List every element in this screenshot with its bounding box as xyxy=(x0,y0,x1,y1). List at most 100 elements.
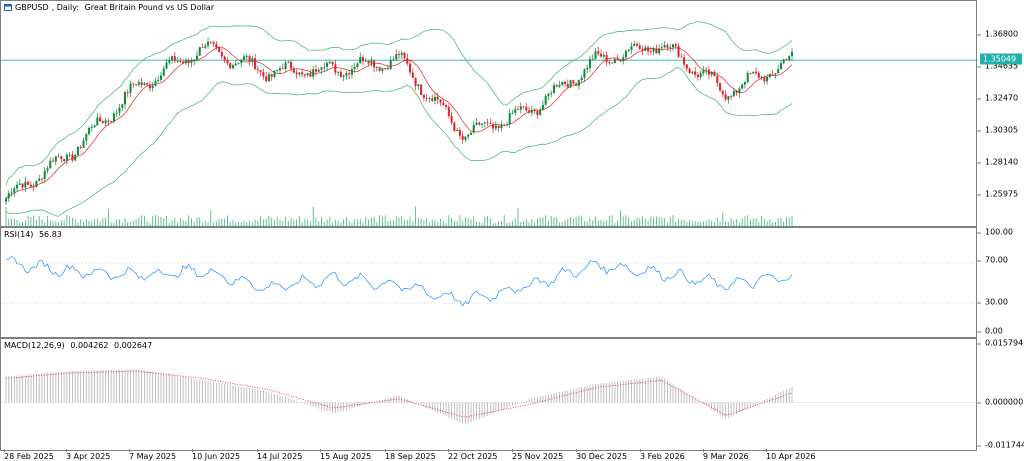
candle-body xyxy=(774,73,777,75)
candle-body xyxy=(245,56,248,57)
macd-name: MACD(12,26,9) xyxy=(4,341,65,350)
candle-body xyxy=(572,80,575,84)
candle-body xyxy=(32,186,35,188)
candle-body xyxy=(622,57,625,62)
candle-body xyxy=(287,61,290,63)
time-axis-label: 25 Nov 2025 xyxy=(512,449,564,461)
candle-body xyxy=(613,58,616,64)
candle-body xyxy=(248,56,251,62)
candle-body xyxy=(536,111,539,115)
candle-body xyxy=(600,53,603,57)
candle-body xyxy=(65,154,68,162)
candle-body xyxy=(741,84,744,89)
time-axis-label: 30 Dec 2025 xyxy=(576,449,628,461)
candle-body xyxy=(7,193,10,199)
candle-body xyxy=(146,83,149,85)
candle-body xyxy=(165,62,168,69)
candle-body xyxy=(362,57,365,62)
candle-body xyxy=(223,56,226,61)
candle-body xyxy=(475,122,478,125)
candle-body xyxy=(552,85,555,94)
candle-body xyxy=(433,96,436,101)
candle-body xyxy=(517,109,520,111)
candle-body xyxy=(110,121,113,123)
candle-body xyxy=(234,63,237,66)
candle-body xyxy=(577,80,580,86)
candle-body xyxy=(489,123,492,125)
candle-body xyxy=(530,110,533,113)
macd-axis-label: -0.011744 xyxy=(976,441,1024,450)
candle-body xyxy=(658,48,661,54)
candle-body xyxy=(345,73,348,76)
candle-body xyxy=(198,47,201,56)
price-chart-pane[interactable]: GBPUSD, Daily: Great Britain Pound vs US… xyxy=(0,0,978,228)
candle-body xyxy=(218,47,221,52)
candle-body xyxy=(528,110,531,113)
candle-body xyxy=(63,159,66,162)
candle-body xyxy=(575,83,578,86)
candle-body xyxy=(259,70,262,73)
candle-body xyxy=(674,44,677,47)
rsi-canvas[interactable] xyxy=(1,228,978,339)
candle-body xyxy=(591,58,594,60)
candle-body xyxy=(71,154,74,161)
candle-body xyxy=(27,181,30,185)
candle-body xyxy=(373,60,376,68)
time-axis-label: 18 Sep 2025 xyxy=(385,449,436,461)
candle-body xyxy=(334,64,337,73)
candle-body xyxy=(112,113,115,122)
rsi-axis-label: 30.00 xyxy=(977,297,1008,307)
candle-body xyxy=(755,71,758,74)
candle-body xyxy=(129,83,132,93)
rsi-indicator-pane[interactable]: RSI(14) 56.83 xyxy=(0,227,978,339)
candle-body xyxy=(732,90,735,97)
candle-body xyxy=(104,120,107,124)
candle-body xyxy=(505,124,508,126)
candle-body xyxy=(201,47,204,49)
candle-body xyxy=(768,73,771,77)
candle-body xyxy=(760,76,763,78)
candle-body xyxy=(511,112,514,114)
candle-body xyxy=(782,59,785,64)
candle-body xyxy=(159,75,162,80)
candle-body xyxy=(126,92,129,93)
candle-body xyxy=(771,73,774,75)
candle-body xyxy=(229,63,232,69)
candle-body xyxy=(215,43,218,48)
rsi-name: RSI(14) xyxy=(4,230,34,239)
candle-body xyxy=(326,62,329,67)
candle-body xyxy=(226,60,229,64)
candle-body xyxy=(525,106,528,111)
candle-body xyxy=(611,62,614,64)
bollinger-lower-band xyxy=(5,67,793,217)
price-axis-label: 1.34635 xyxy=(976,61,1019,71)
candle-body xyxy=(788,56,791,60)
candle-body xyxy=(381,68,384,71)
macd-indicator-pane[interactable]: MACD(12,26,9) 0.004262 0.002647 xyxy=(0,338,978,452)
candle-body xyxy=(492,124,495,129)
candle-body xyxy=(766,76,769,82)
rsi-axis-label: 100.00 xyxy=(977,227,1013,237)
candle-body xyxy=(638,45,641,50)
price-chart-canvas[interactable] xyxy=(1,1,978,228)
candle-body xyxy=(140,82,143,85)
candle-body xyxy=(503,124,506,126)
candle-body xyxy=(40,178,43,180)
candle-body xyxy=(608,62,611,63)
candle-body xyxy=(195,55,198,60)
candle-body xyxy=(655,48,658,54)
candle-body xyxy=(298,72,301,75)
candle-body xyxy=(93,125,96,128)
macd-canvas[interactable] xyxy=(1,339,978,452)
candle-body xyxy=(29,184,32,187)
candle-body xyxy=(644,47,647,51)
candle-body xyxy=(323,66,326,68)
candle-body xyxy=(428,98,431,100)
candle-body xyxy=(420,84,423,96)
candle-body xyxy=(688,68,691,74)
candle-body xyxy=(685,64,688,69)
candle-body xyxy=(43,170,46,180)
candle-body xyxy=(54,156,57,162)
candle-body xyxy=(168,60,171,63)
candle-body xyxy=(633,44,636,47)
